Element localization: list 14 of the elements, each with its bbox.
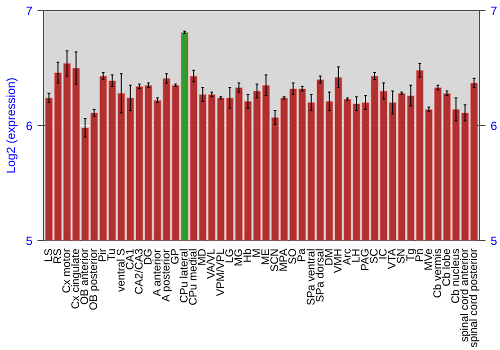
x-tick-label: DG [142,248,154,265]
x-tick-label: MVe [422,248,435,271]
y2-tick-label: 7 [490,4,498,18]
x-tick-label: Pa [296,248,308,262]
y-axis-title: Log2 (expression) [4,77,18,174]
y-tick-label: 5 [26,234,33,248]
y-tick-label: 7 [26,4,33,18]
x-tick-label: RS [52,248,64,264]
x-tick-label: A posterior [160,248,173,302]
y2-tick-label: 5 [490,234,498,248]
x-tick-label: spinal cord posterior [468,248,480,348]
y-tick-label: 6 [26,119,33,133]
y2-tick-label: 6 [490,119,498,133]
x-tick-label: OB posterior [88,248,100,310]
